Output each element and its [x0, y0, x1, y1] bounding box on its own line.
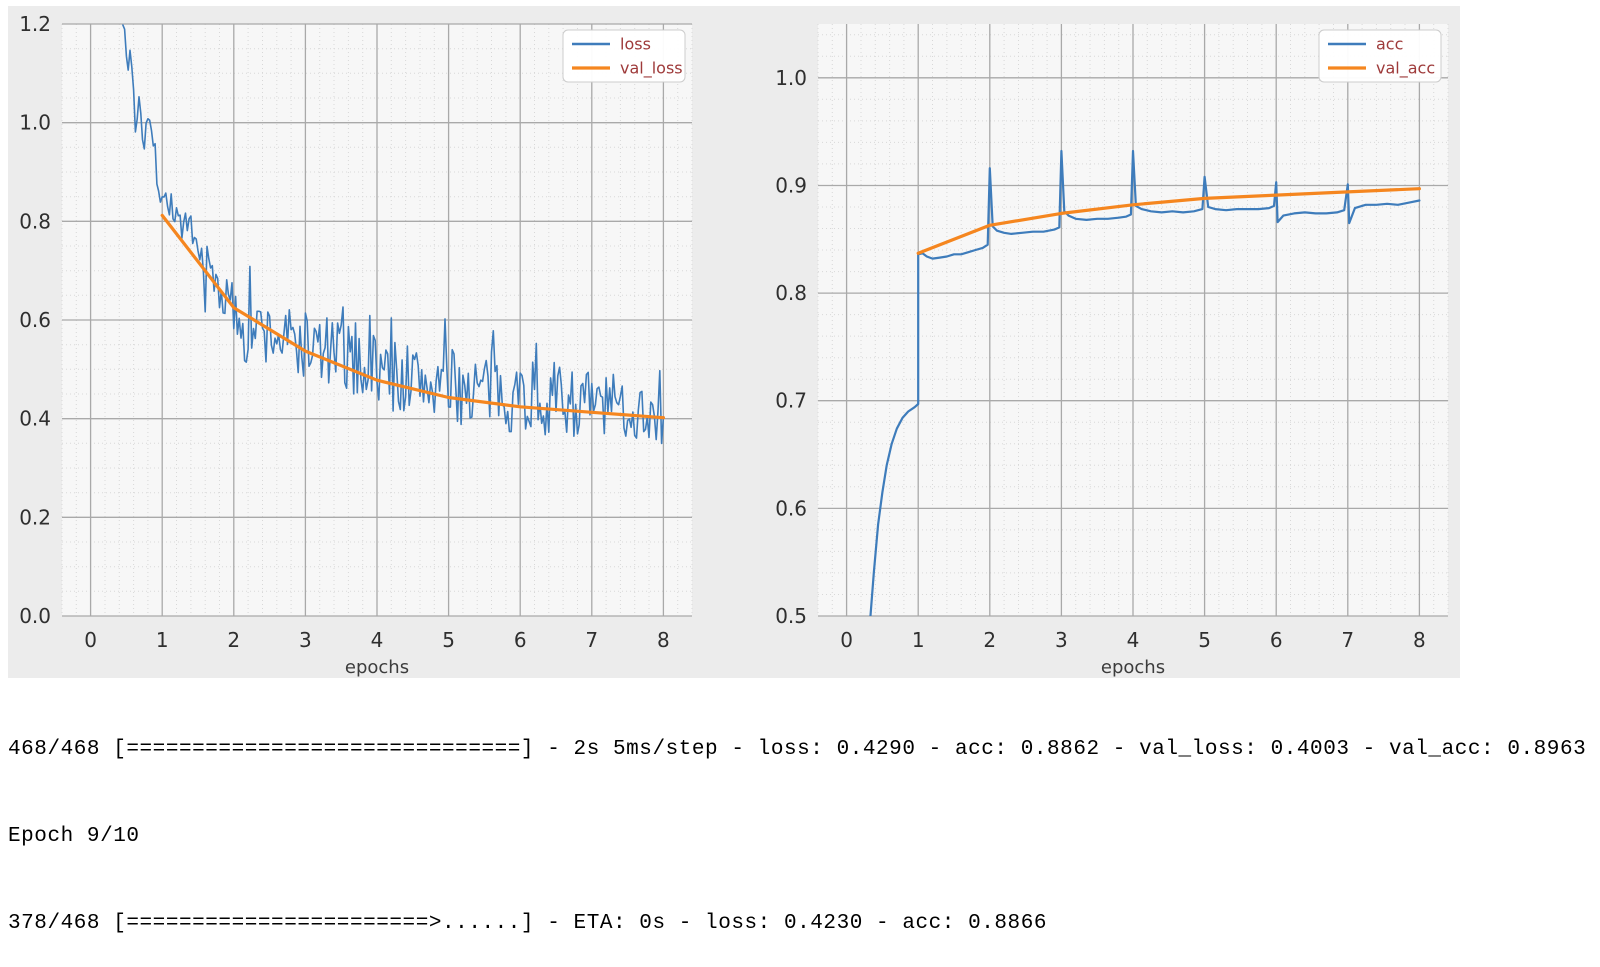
terminal-line-2: Epoch 9/10 — [8, 825, 140, 848]
loss-chart-xtick: 0 — [84, 628, 97, 652]
accuracy-chart-xtick: 5 — [1198, 628, 1211, 652]
accuracy-chart-major-grid — [818, 24, 1448, 617]
loss-chart-xtick: 7 — [585, 628, 598, 652]
val_loss-legend-label: val_loss — [620, 59, 683, 79]
loss-series-line — [122, 24, 665, 445]
accuracy-chart-xtick: 0 — [840, 628, 853, 652]
terminal-line-3: 378/468 [=======================>......]… — [8, 912, 1048, 935]
terminal-line-1: 468/468 [==============================]… — [8, 738, 1587, 761]
terminal-output: 468/468 [==============================]… — [8, 677, 1586, 967]
loss-chart-ytick: 0.6 — [19, 308, 51, 332]
accuracy-chart-minor-grid — [817, 24, 1449, 616]
accuracy-chart-ytick: 1.0 — [775, 66, 807, 90]
loss-chart-xtick: 1 — [156, 628, 169, 652]
accuracy-chart-ytick: 0.5 — [775, 604, 807, 628]
loss-chart-xtick: 5 — [442, 628, 455, 652]
val_acc-series-line — [916, 187, 1421, 255]
loss-chart-xtick: 6 — [514, 628, 527, 652]
accuracy-chart-xtick: 7 — [1341, 628, 1354, 652]
val_loss-series-line — [160, 213, 665, 420]
acc-legend-label: acc — [1376, 35, 1403, 54]
accuracy-chart-xtick: 1 — [912, 628, 925, 652]
loss-chart-xtick: 8 — [657, 628, 670, 652]
accuracy-chart-y-tick-labels: 0.5 0.6 0.7 0.8 0.9 1.0 — [775, 66, 807, 628]
accuracy-chart-xtick: 3 — [1055, 628, 1068, 652]
charts-svg: 0.0 0.2 0.4 0.6 0.8 1.0 1.2 0 1 2 3 4 5 6 7 8 epochs loss… — [19, 12, 1449, 678]
loss-chart-ytick: 0.2 — [19, 505, 51, 529]
accuracy-chart: 0.5 0.6 0.7 0.8 0.9 1.0 0 1 2 3 4 5 6 7 8 epochs acc val_… — [775, 24, 1449, 678]
accuracy-chart-ytick: 0.8 — [775, 281, 807, 305]
loss-chart-xtick: 2 — [227, 628, 240, 652]
loss-chart: 0.0 0.2 0.4 0.6 0.8 1.0 1.2 0 1 2 3 4 5 6 7 8 epochs loss… — [19, 12, 693, 678]
accuracy-chart-ytick: 0.6 — [775, 496, 807, 520]
loss-chart-xtick: 4 — [371, 628, 384, 652]
loss-chart-y-tick-labels: 0.0 0.2 0.4 0.6 0.8 1.0 1.2 — [19, 12, 51, 628]
accuracy-chart-ytick: 0.9 — [775, 174, 807, 198]
accuracy-chart-ytick: 0.7 — [775, 389, 807, 413]
accuracy-chart-xtick: 8 — [1413, 628, 1426, 652]
loss-chart-ytick: 1.0 — [19, 111, 51, 135]
accuracy-chart-legend: acc val_acc — [1318, 29, 1442, 83]
loss-chart-xaxis-label: epochs — [345, 657, 409, 678]
loss-chart-ytick: 0.8 — [19, 209, 51, 233]
loss-chart-ytick: 0.4 — [19, 407, 51, 431]
loss-chart-legend: loss val_loss — [562, 29, 686, 83]
loss-chart-xtick: 3 — [299, 628, 312, 652]
val_acc-legend-label: val_acc — [1376, 59, 1435, 79]
acc-series-line — [869, 149, 1421, 616]
accuracy-chart-xtick: 4 — [1127, 628, 1140, 652]
accuracy-chart-xtick: 2 — [983, 628, 996, 652]
accuracy-chart-xtick: 6 — [1270, 628, 1283, 652]
loss-chart-ytick: 0.0 — [19, 604, 51, 628]
accuracy-chart-x-tick-labels: 0 1 2 3 4 5 6 7 8 — [840, 628, 1426, 652]
loss-chart-x-tick-labels: 0 1 2 3 4 5 6 7 8 — [84, 628, 670, 652]
loss-chart-ytick: 1.2 — [19, 12, 51, 36]
accuracy-chart-xaxis-label: epochs — [1101, 657, 1165, 678]
loss-legend-label: loss — [620, 35, 651, 54]
training-curves-figure: 0.0 0.2 0.4 0.6 0.8 1.0 1.2 0 1 2 3 4 5 6 7 8 epochs loss… — [8, 6, 1460, 678]
